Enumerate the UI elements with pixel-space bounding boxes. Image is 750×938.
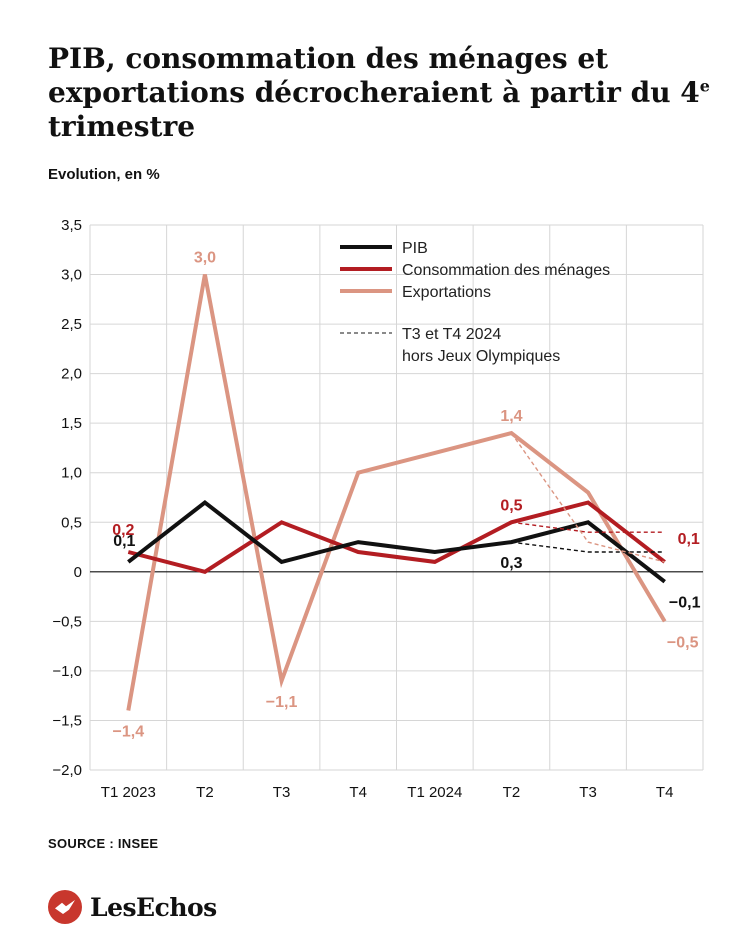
x-tick-label: T1 2023 [101,784,156,801]
legend-label-dashed: T3 et T4 2024 [402,326,501,343]
axes: 3,5 3,0 2,5 2,0 1,5 1,0 0,5 0 −0,5 −1,0 −1,5 −2,0 T1… [52,217,703,801]
data-label-conso: 0,1 [678,531,700,548]
data-label-exports: −0,5 [667,634,699,651]
y-tick-label: 2,0 [61,366,82,383]
brand-logo-icon [48,890,82,924]
data-label-pib: 0,1 [113,533,135,550]
data-label-pib: 0,3 [500,555,522,572]
data-label-exports: −1,4 [113,724,145,741]
brand-logo: LesEchos [48,890,217,924]
data-label-conso: 0,5 [500,497,522,514]
series-line-conso [127,500,666,574]
x-tick-label: T3 [273,784,291,801]
grid [89,224,704,771]
y-tick-label: −0,5 [52,613,82,630]
series-line-pib [127,499,666,584]
source-note: SOURCE : INSEE [48,836,159,851]
legend: PIB Consommation des ménages Exportations T… [340,240,610,365]
dashed-lines [510,432,665,563]
y-tick-label: −1,5 [52,712,82,729]
data-label-exports: 1,4 [500,408,522,425]
title-end: trimestre [48,110,196,143]
y-tick-label: 0 [74,564,82,581]
y-tick-label: 3,5 [61,217,82,234]
series-lines [126,274,667,711]
title-superscript: e [699,76,710,96]
y-tick-label: 1,5 [61,415,82,432]
dashed-line-pib [511,541,665,553]
x-tick-label: T3 [579,784,597,801]
y-tick-label: −1,0 [52,663,82,680]
y-tick-label: 3,0 [61,267,82,284]
x-tick-label: T1 2024 [407,784,462,801]
title-main: PIB, consommation des ménages et exporta… [48,42,700,109]
dashed-line-exports [510,432,665,563]
line-chart: 3,5 3,0 2,5 2,0 1,5 1,0 0,5 0 −0,5 −1,0 −1,5 −2,0 T1… [52,217,704,801]
dashed-line-conso [511,521,665,533]
data-label-exports: 3,0 [194,250,216,267]
legend-label-pib: PIB [402,240,428,257]
y-tick-label: 2,5 [61,316,82,333]
y-tick-label: 0,5 [61,514,82,531]
series-line-exports [126,274,667,711]
legend-label-conso: Consommation des ménages [402,262,610,279]
legend-label-dashed: hors Jeux Olympiques [402,348,560,365]
data-label-pib: −0,1 [669,595,701,612]
legend-label-exports: Exportations [402,284,491,301]
x-tick-label: T4 [349,784,367,801]
x-tick-label: T2 [196,784,214,801]
x-tick-label: T2 [503,784,521,801]
data-labels: −1,4 3,0 −1,1 1,4 −0,5 0,2 0,5 0,1 0,1 0,3 −0,1 [112,250,700,741]
y-tick-label: 1,0 [61,465,82,482]
x-tick-label: T4 [656,784,674,801]
data-label-conso: 0,2 [112,522,134,539]
brand-logo-text: LesEchos [90,892,217,922]
chart-title: PIB, consommation des ménages et exporta… [48,42,728,144]
chart-subtitle: Evolution, en % [48,166,160,183]
y-tick-label: −2,0 [52,762,82,779]
data-label-exports: −1,1 [266,694,298,711]
